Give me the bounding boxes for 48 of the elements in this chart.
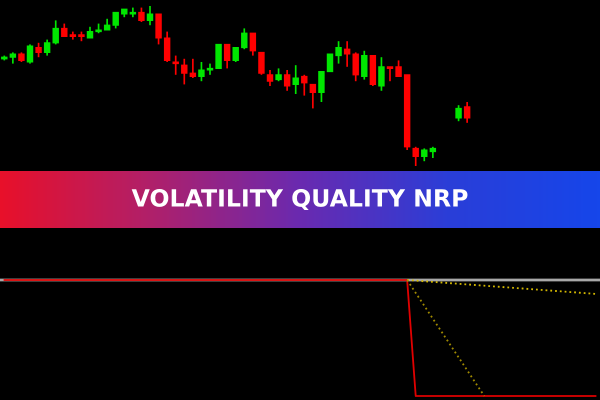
candlestick: [52, 20, 59, 46]
candlestick: [44, 38, 50, 56]
candlestick: [18, 52, 25, 63]
candlestick: [164, 30, 170, 63]
candlestick: [292, 64, 299, 95]
candlestick: [26, 44, 34, 64]
candlestick: [241, 28, 248, 50]
candlestick: [361, 50, 368, 80]
candlestick: [326, 53, 334, 72]
candlestick: [112, 12, 119, 30]
candlestick: [78, 30, 85, 42]
candlestick: [412, 146, 419, 167]
candlestick: [310, 84, 316, 110]
candlestick: [352, 52, 359, 82]
candlestick: [344, 40, 350, 68]
candlestick: [95, 22, 102, 34]
candlestick: [224, 44, 230, 70]
candlestick: [266, 69, 274, 87]
candlestick: [301, 74, 308, 96]
candlestick: [275, 68, 282, 82]
candlestick: [104, 18, 110, 31]
candlestick: [386, 66, 394, 82]
candlestick: [172, 54, 179, 76]
candlestick: [250, 32, 256, 56]
candlestick: [146, 5, 154, 26]
candlestick: [232, 46, 239, 63]
candlestick: [61, 22, 68, 38]
candlestick: [35, 42, 42, 58]
candlestick: [378, 56, 385, 92]
candlestick: [335, 40, 342, 64]
candlestick: [421, 148, 428, 162]
candlestick: [395, 60, 402, 78]
candlestick: [10, 52, 16, 64]
candlestick: [318, 70, 325, 103]
candlestick: [181, 58, 188, 86]
candlestick: [198, 61, 205, 82]
candlestick: [455, 104, 462, 122]
candlestick: [464, 101, 470, 124]
candlestick: [258, 52, 265, 76]
candlestick: [86, 26, 94, 39]
candlestick: [155, 13, 162, 46]
candlestick: [284, 69, 290, 92]
candlestick: [138, 6, 145, 23]
candlestick: [190, 58, 196, 79]
candlestick: [130, 6, 136, 18]
text: VOLATILITY QUALITY NRP: [132, 188, 468, 210]
candlestick: [206, 62, 214, 76]
candlestick: [430, 146, 436, 159]
